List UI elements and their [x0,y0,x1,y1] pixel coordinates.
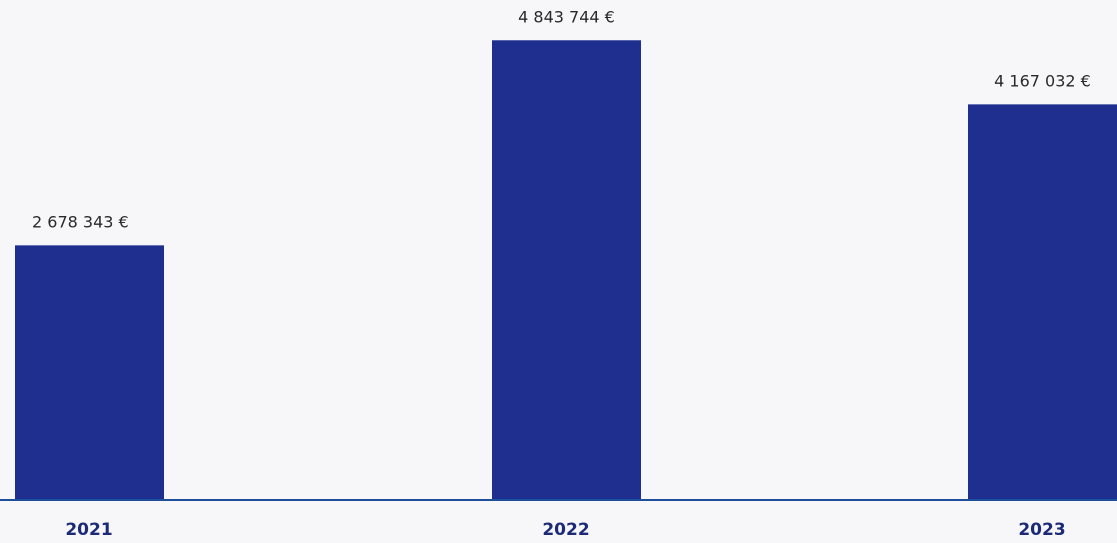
x-tick-label-2022: 2022 [542,520,589,540]
bars-group [15,40,1117,500]
value-label-2023: 4 167 032 € [994,71,1091,90]
x-tick-label-2023: 2023 [1018,520,1065,540]
bar-2023 [968,104,1117,500]
value-label-2021: 2 678 343 € [32,212,129,231]
bar-2021 [15,245,164,499]
x-tick-labels-group: 2021 2022 2023 [65,520,1065,540]
x-tick-label-2021: 2021 [65,520,112,540]
value-labels-group: 2 678 343 € 4 843 744 € 4 167 032 € [32,7,1091,231]
value-label-2022: 4 843 744 € [518,7,615,26]
bar-2022 [492,40,641,499]
